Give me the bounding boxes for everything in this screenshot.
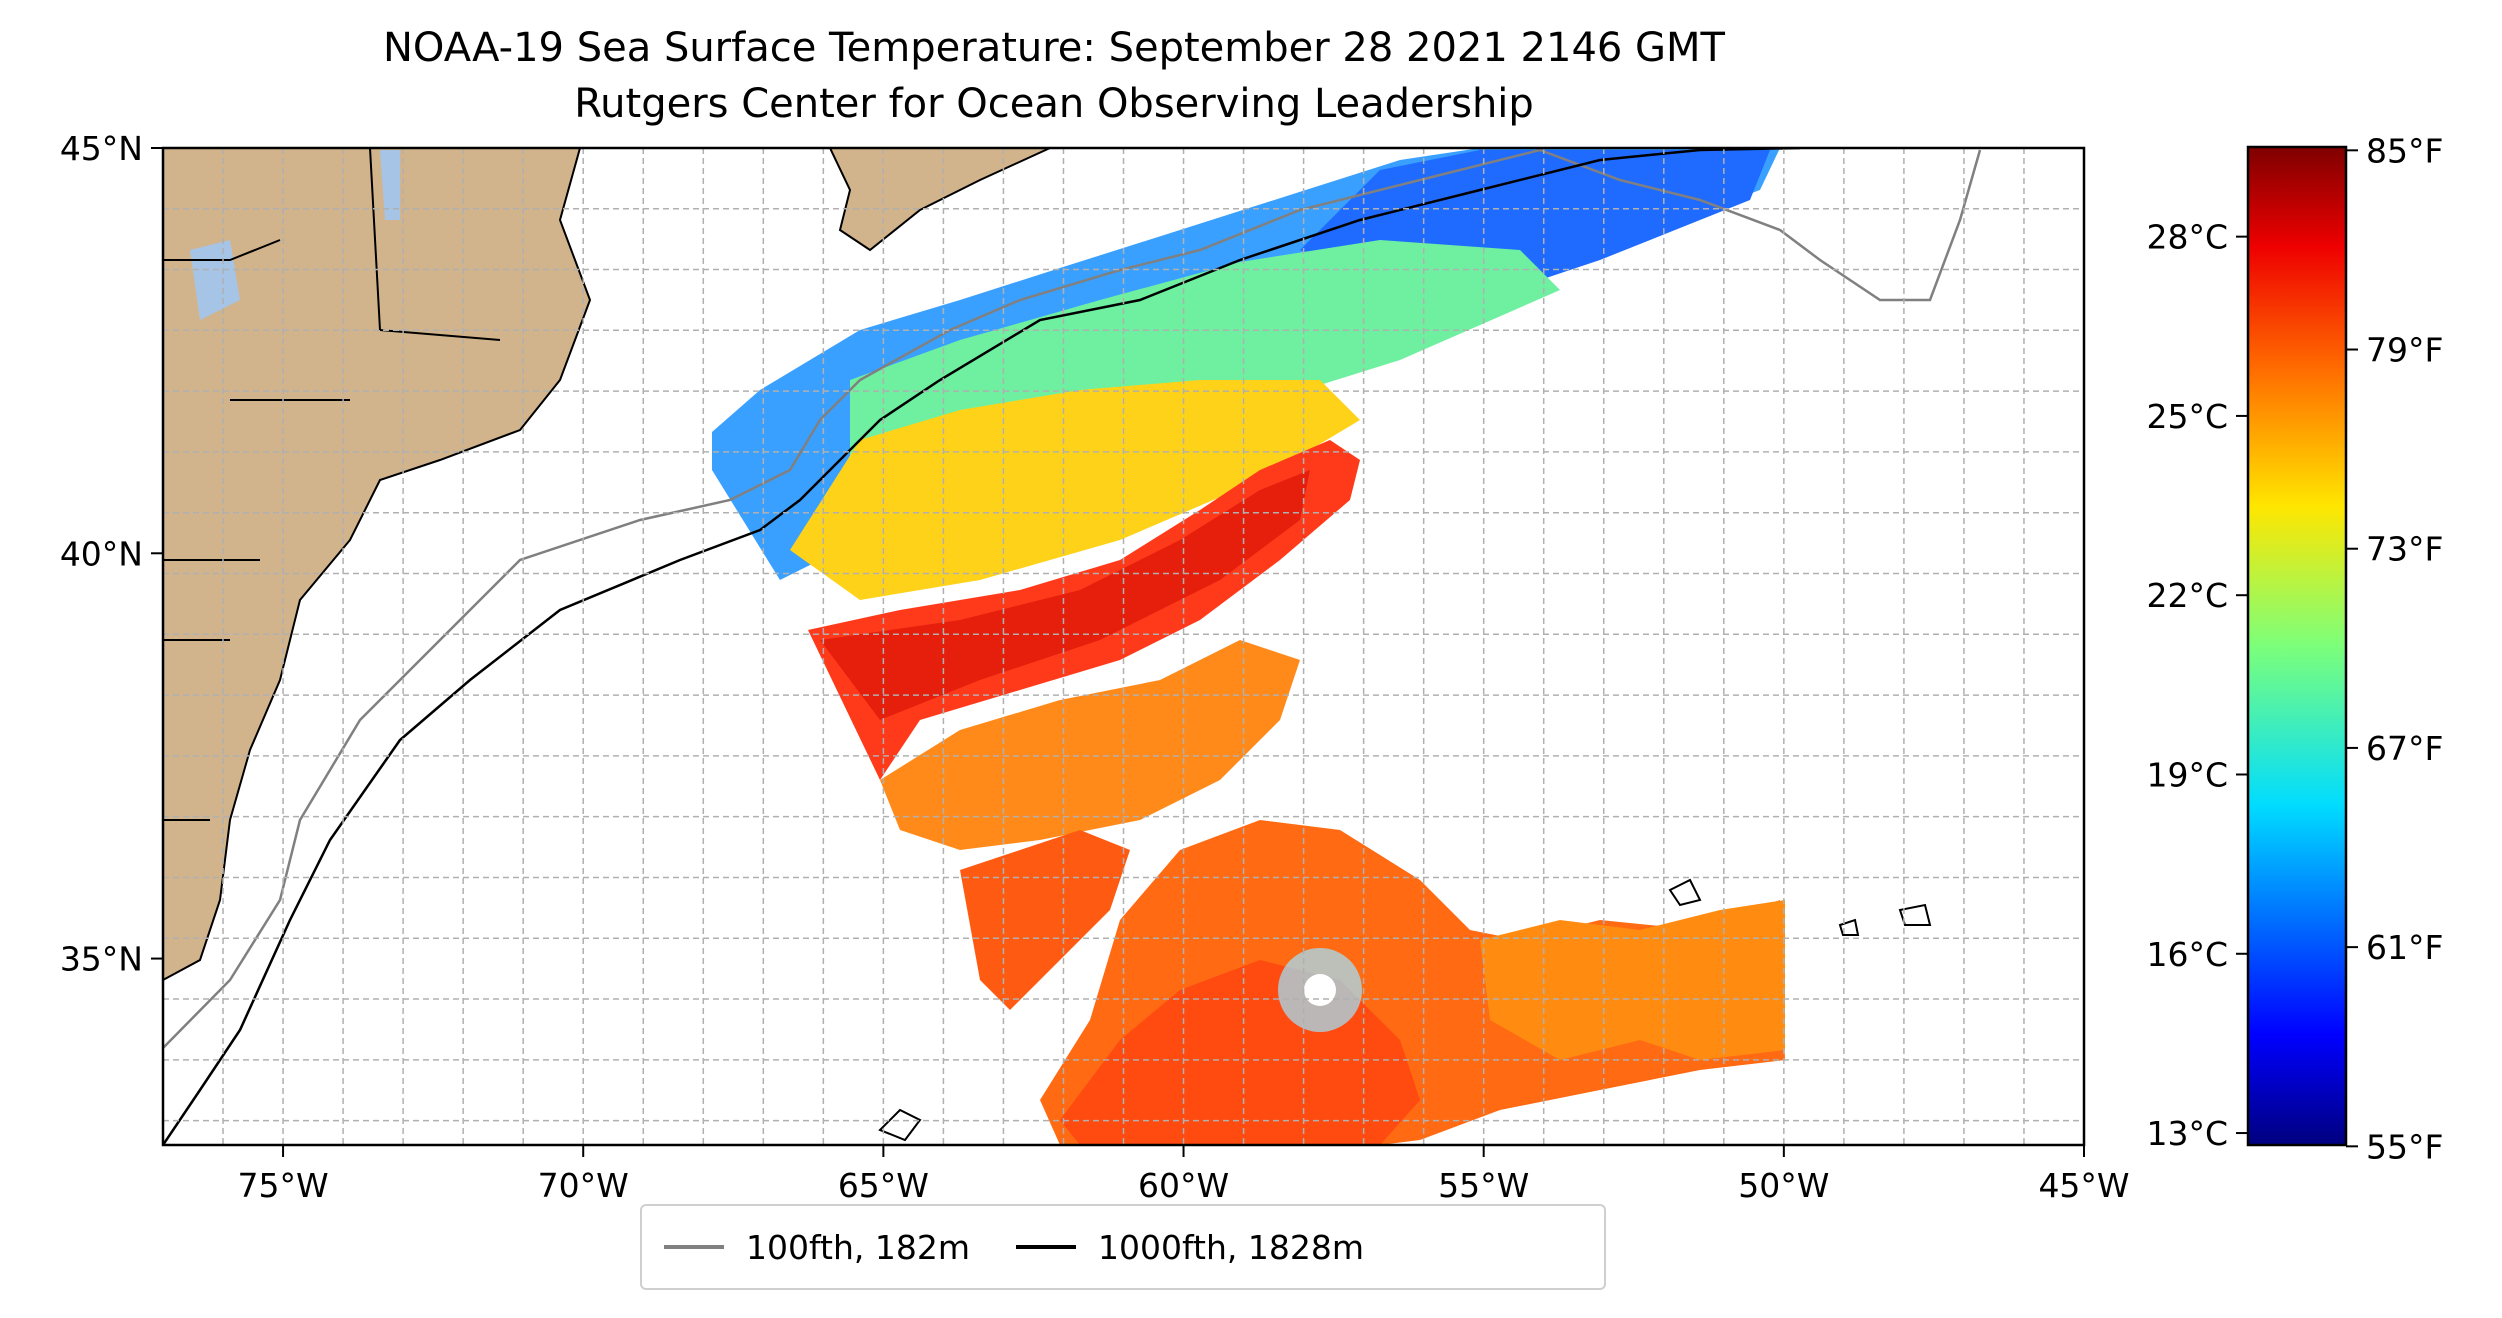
hurricane-eye-center xyxy=(1304,974,1336,1006)
x-tick-label: 70°W xyxy=(538,1166,629,1205)
legend-swatch-1000fth xyxy=(1016,1245,1076,1249)
contour-100fth xyxy=(163,148,1982,1049)
y-tick-label: 40°N xyxy=(60,534,143,573)
state-borders xyxy=(163,148,501,821)
celsius-tick-label: 19°C xyxy=(2146,755,2228,794)
x-axis: 75°W 70°W 65°W 60°W 55°W 50°W 45°W xyxy=(238,1145,2130,1205)
sst-east-patches xyxy=(1480,900,1785,1060)
colorbar-fahrenheit-axis: 55°F 61°F 67°F 73°F 79°F 85°F xyxy=(2346,131,2443,1166)
contour-1000fth xyxy=(163,148,1801,1145)
colorbar xyxy=(2246,145,2348,1147)
sst-warm-core xyxy=(820,470,1310,720)
legend-entry-100fth: 100fth, 182m xyxy=(664,1228,970,1267)
x-tick-label: 65°W xyxy=(838,1166,929,1205)
map-frame xyxy=(161,146,2086,1147)
legend: 100fth, 182m 1000fth, 1828m xyxy=(640,1204,1606,1290)
legend-entry-1000fth: 1000fth, 1828m xyxy=(1016,1228,1364,1267)
x-tick-label: 50°W xyxy=(1738,1166,1829,1205)
sst-south-patches xyxy=(880,640,1300,850)
fahrenheit-tick-label: 55°F xyxy=(2366,1127,2443,1166)
fahrenheit-tick-label: 61°F xyxy=(2366,928,2443,967)
fahrenheit-tick-label: 79°F xyxy=(2366,331,2443,370)
land-north-america xyxy=(163,148,592,982)
fahrenheit-tick-label: 73°F xyxy=(2366,530,2443,569)
celsius-tick-label: 16°C xyxy=(2146,935,2228,974)
map-title: NOAA-19 Sea Surface Temperature: Septemb… xyxy=(383,25,1725,71)
map-subtitle: Rutgers Center for Ocean Observing Leade… xyxy=(574,81,1534,127)
fahrenheit-tick-label: 85°F xyxy=(2366,131,2443,170)
y-tick-label: 45°N xyxy=(60,129,143,168)
x-tick-label: 55°W xyxy=(1438,1166,1529,1205)
sst-swath-yellow-band xyxy=(790,380,1360,600)
fahrenheit-tick-label: 67°F xyxy=(2366,729,2443,768)
celsius-tick-label: 25°C xyxy=(2146,397,2228,436)
celsius-tick-label: 22°C xyxy=(2146,576,2228,615)
land-nova-scotia xyxy=(828,148,1051,252)
legend-label-100fth: 100fth, 182m xyxy=(746,1227,970,1267)
map-area xyxy=(163,148,2084,1145)
celsius-tick-label: 28°C xyxy=(2146,218,2228,257)
x-tick-label: 75°W xyxy=(238,1166,329,1205)
legend-label-1000fth: 1000fth, 1828m xyxy=(1098,1227,1364,1267)
lakes xyxy=(190,150,400,320)
seamount-contours xyxy=(878,878,1932,1142)
y-tick-label: 35°N xyxy=(60,940,143,979)
x-tick-label: 60°W xyxy=(1138,1166,1229,1205)
colorbar-celsius-axis: 13°C 16°C 19°C 22°C 25°C 28°C xyxy=(2146,218,2248,1153)
legend-swatch-100fth xyxy=(664,1245,724,1249)
sst-west-patches xyxy=(960,830,1130,1010)
y-axis: 45°N 40°N 35°N xyxy=(60,129,163,979)
celsius-tick-label: 13°C xyxy=(2146,1114,2228,1153)
x-tick-label: 45°W xyxy=(2038,1166,2129,1205)
